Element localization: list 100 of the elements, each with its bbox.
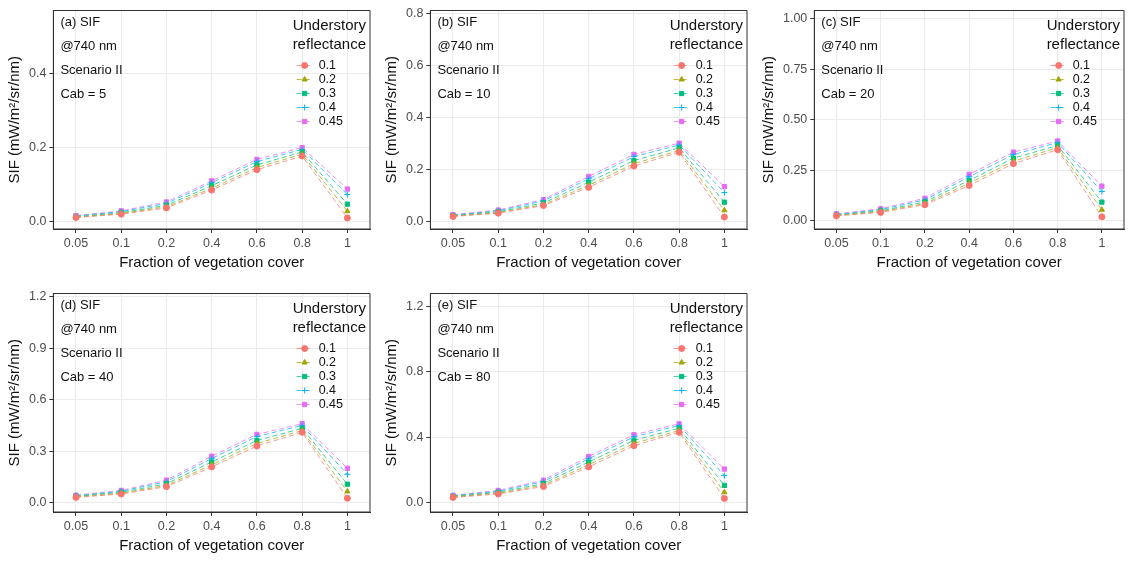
y-axis-title: SIF (mW/m²/sr/nm) <box>5 339 23 467</box>
x-tick-label: 1 <box>720 518 728 533</box>
y-tick-label: 0.3 <box>28 443 47 458</box>
x-tick-label: 0.2 <box>534 235 553 250</box>
x-tick-label: 0.4 <box>202 518 221 533</box>
annotation: @740 nm <box>821 37 878 53</box>
x-tick-label: 0.8 <box>670 235 688 250</box>
y-tick-label: 0.75 <box>782 61 808 76</box>
annotation: (b) SIF <box>437 13 478 29</box>
legend-label: 0.3 <box>695 369 714 384</box>
x-tick-label: 0.2 <box>157 235 176 250</box>
legend-label: 0.45 <box>695 114 720 129</box>
x-tick-label: 0.6 <box>625 235 643 250</box>
annotation: Scenario II <box>821 61 884 77</box>
annotation: (a) SIF <box>60 13 101 29</box>
x-axis-title: Fraction of vegetation cover <box>119 536 305 554</box>
x-tick-label: 1 <box>343 235 351 250</box>
y-axis-title: SIF (mW/m²/sr/nm) <box>5 56 23 184</box>
y-tick-label: 0.4 <box>28 65 47 80</box>
x-tick-label: 0.05 <box>440 235 466 250</box>
y-tick-label: 1.2 <box>28 289 47 304</box>
y-axis-title: SIF (mW/m²/sr/nm) <box>382 339 400 467</box>
x-tick-label: 0.4 <box>960 235 978 250</box>
x-axis-title: Fraction of vegetation cover <box>496 253 682 271</box>
annotation: Cab = 40 <box>60 368 114 384</box>
y-tick-label: 0.00 <box>782 213 808 228</box>
legend-title: Understory reflectance <box>292 299 367 336</box>
x-tick-label: 0.1 <box>489 518 507 533</box>
y-tick-label: 0.4 <box>405 429 424 444</box>
legend-title: Understory reflectance <box>292 16 367 53</box>
x-tick-label: 0.8 <box>293 235 311 250</box>
x-tick-label: 0.05 <box>63 235 89 250</box>
legend-label: 0.1 <box>1072 58 1091 73</box>
legend-label: 0.1 <box>695 58 714 73</box>
legend-label: 0.45 <box>1072 114 1097 129</box>
legend-title: Understory reflectance <box>669 16 744 53</box>
legend-label: 0.4 <box>318 383 337 398</box>
annotation: Cab = 20 <box>821 85 875 101</box>
y-tick-label: 1.00 <box>782 11 808 26</box>
x-tick-label: 0.1 <box>489 235 507 250</box>
x-tick-label: 1 <box>343 518 351 533</box>
x-tick-label: 1 <box>720 235 728 250</box>
x-tick-label: 0.6 <box>1004 235 1023 250</box>
annotation: (c) SIF <box>821 13 861 29</box>
y-tick-label: 0.6 <box>405 57 424 72</box>
y-axis-title: SIF (mW/m²/sr/nm) <box>759 56 777 184</box>
y-axis-title: SIF (mW/m²/sr/nm) <box>382 56 400 184</box>
y-tick-label: 0.50 <box>782 112 808 127</box>
x-tick-label: 0.6 <box>625 518 643 533</box>
y-tick-label: 0.0 <box>28 214 47 229</box>
x-tick-label: 0.1 <box>112 235 130 250</box>
annotation: Cab = 80 <box>437 368 491 384</box>
annotation: Scenario II <box>437 344 500 360</box>
legend-label: 0.2 <box>318 355 337 370</box>
x-tick-label: 0.6 <box>248 235 266 250</box>
legend-label: 0.2 <box>318 72 337 87</box>
x-axis-title: Fraction of vegetation cover <box>496 536 682 554</box>
x-tick-label: 0.2 <box>157 518 176 533</box>
x-tick-label: 0.4 <box>579 235 598 250</box>
y-tick-label: 0.4 <box>405 109 424 124</box>
y-tick-label: 0.2 <box>28 139 47 154</box>
x-tick-label: 0.1 <box>112 518 130 533</box>
legend-label: 0.3 <box>318 369 337 384</box>
x-tick-label: 0.8 <box>1048 235 1067 250</box>
legend-label: 0.45 <box>318 114 343 129</box>
x-axis-title: Fraction of vegetation cover <box>876 253 1062 271</box>
x-tick-label: 0.2 <box>534 518 553 533</box>
legend-label: 0.3 <box>1072 86 1091 101</box>
legend-title: Understory reflectance <box>669 299 744 336</box>
x-axis-title: Fraction of vegetation cover <box>119 253 305 271</box>
annotation: Scenario II <box>60 61 123 77</box>
annotation: @740 nm <box>60 320 117 336</box>
annotation: Cab = 10 <box>437 85 491 101</box>
x-tick-label: 0.8 <box>670 518 688 533</box>
y-tick-label: 0.2 <box>405 161 424 176</box>
x-tick-label: 0.1 <box>871 235 890 250</box>
y-tick-label: 0.25 <box>782 162 808 177</box>
legend-label: 0.1 <box>318 341 337 356</box>
legend-label: 0.2 <box>1072 72 1091 87</box>
x-tick-label: 0.4 <box>579 518 598 533</box>
y-tick-label: 0.0 <box>28 495 47 510</box>
annotation: @740 nm <box>437 37 494 53</box>
legend-label: 0.3 <box>695 86 714 101</box>
annotation: Scenario II <box>60 344 123 360</box>
x-tick-label: 0.6 <box>248 518 266 533</box>
y-tick-label: 0.8 <box>405 364 424 379</box>
legend-label: 0.45 <box>318 397 343 412</box>
legend-label: 0.4 <box>695 383 714 398</box>
legend-label: 0.1 <box>695 341 714 356</box>
legend-label: 0.4 <box>318 100 337 115</box>
legend-label: 0.3 <box>318 86 337 101</box>
legend-label: 0.4 <box>1072 100 1091 115</box>
legend-label: 0.2 <box>695 355 714 370</box>
x-tick-label: 0.2 <box>916 235 934 250</box>
annotation: Scenario II <box>437 61 500 77</box>
legend-title: Understory reflectance <box>1046 16 1121 53</box>
x-tick-label: 0.05 <box>440 518 466 533</box>
legend-label: 0.1 <box>318 58 337 73</box>
y-tick-label: 0.0 <box>405 213 424 228</box>
y-tick-label: 1.2 <box>405 299 424 314</box>
